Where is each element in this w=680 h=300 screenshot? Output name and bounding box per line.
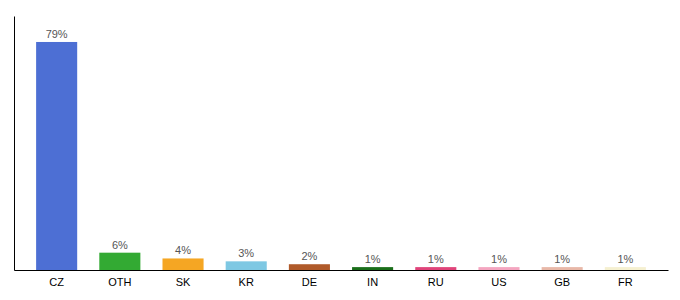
x-axis: CZ OTH SK KR DE IN RU US GB FR [15, 270, 669, 288]
data-label: 1% [617, 253, 633, 265]
plot: CZ OTH SK KR DE IN RU US GB FR 79% 6% 4% 3% 2% 1% 1% 1% 1%… [15, 17, 669, 289]
x-tick-label: OTH [108, 276, 131, 288]
data-label: 6% [112, 239, 128, 251]
bar [605, 267, 646, 270]
x-tick: KR [239, 270, 254, 288]
x-tick: IN [367, 270, 378, 288]
x-tick-label: GB [554, 276, 570, 288]
data-label: 79% [46, 28, 68, 40]
x-tick-label: FR [618, 276, 633, 288]
x-tick: RU [428, 270, 444, 288]
x-tick: OTH [108, 270, 131, 288]
bar [289, 264, 330, 270]
x-tick: CZ [49, 270, 64, 288]
y-axis-line [14, 17, 15, 271]
data-labels: 79% 6% 4% 3% 2% 1% 1% 1% 1% 1% [46, 28, 634, 265]
y-axis [14, 17, 15, 271]
bar [415, 267, 456, 270]
x-tick: US [491, 270, 506, 288]
bars [36, 42, 646, 270]
data-label: 2% [301, 250, 317, 262]
x-axis-line [15, 270, 669, 271]
bar [99, 253, 140, 270]
data-label: 4% [175, 244, 191, 256]
x-tick-label: IN [367, 276, 378, 288]
data-label: 1% [428, 253, 444, 265]
bar [162, 258, 203, 270]
bar [226, 261, 267, 270]
x-tick: SK [176, 270, 191, 288]
x-tick: DE [302, 270, 317, 288]
data-label: 3% [238, 247, 254, 259]
bar [478, 267, 519, 270]
bar [352, 267, 393, 270]
x-tick: GB [554, 270, 570, 288]
bar [36, 42, 77, 270]
x-tick-label: US [491, 276, 506, 288]
x-tick-label: RU [428, 276, 444, 288]
bar [542, 267, 583, 270]
x-tick: FR [618, 270, 633, 288]
x-tick-label: SK [176, 276, 191, 288]
x-tick-label: DE [302, 276, 317, 288]
x-tick-label: CZ [49, 276, 64, 288]
data-label: 1% [491, 253, 507, 265]
chart: CZ OTH SK KR DE IN RU US GB FR 79% 6% 4% 3% 2% 1% 1% 1% 1%… [0, 0, 680, 300]
data-label: 1% [554, 253, 570, 265]
x-tick-label: KR [239, 276, 254, 288]
data-label: 1% [365, 253, 381, 265]
